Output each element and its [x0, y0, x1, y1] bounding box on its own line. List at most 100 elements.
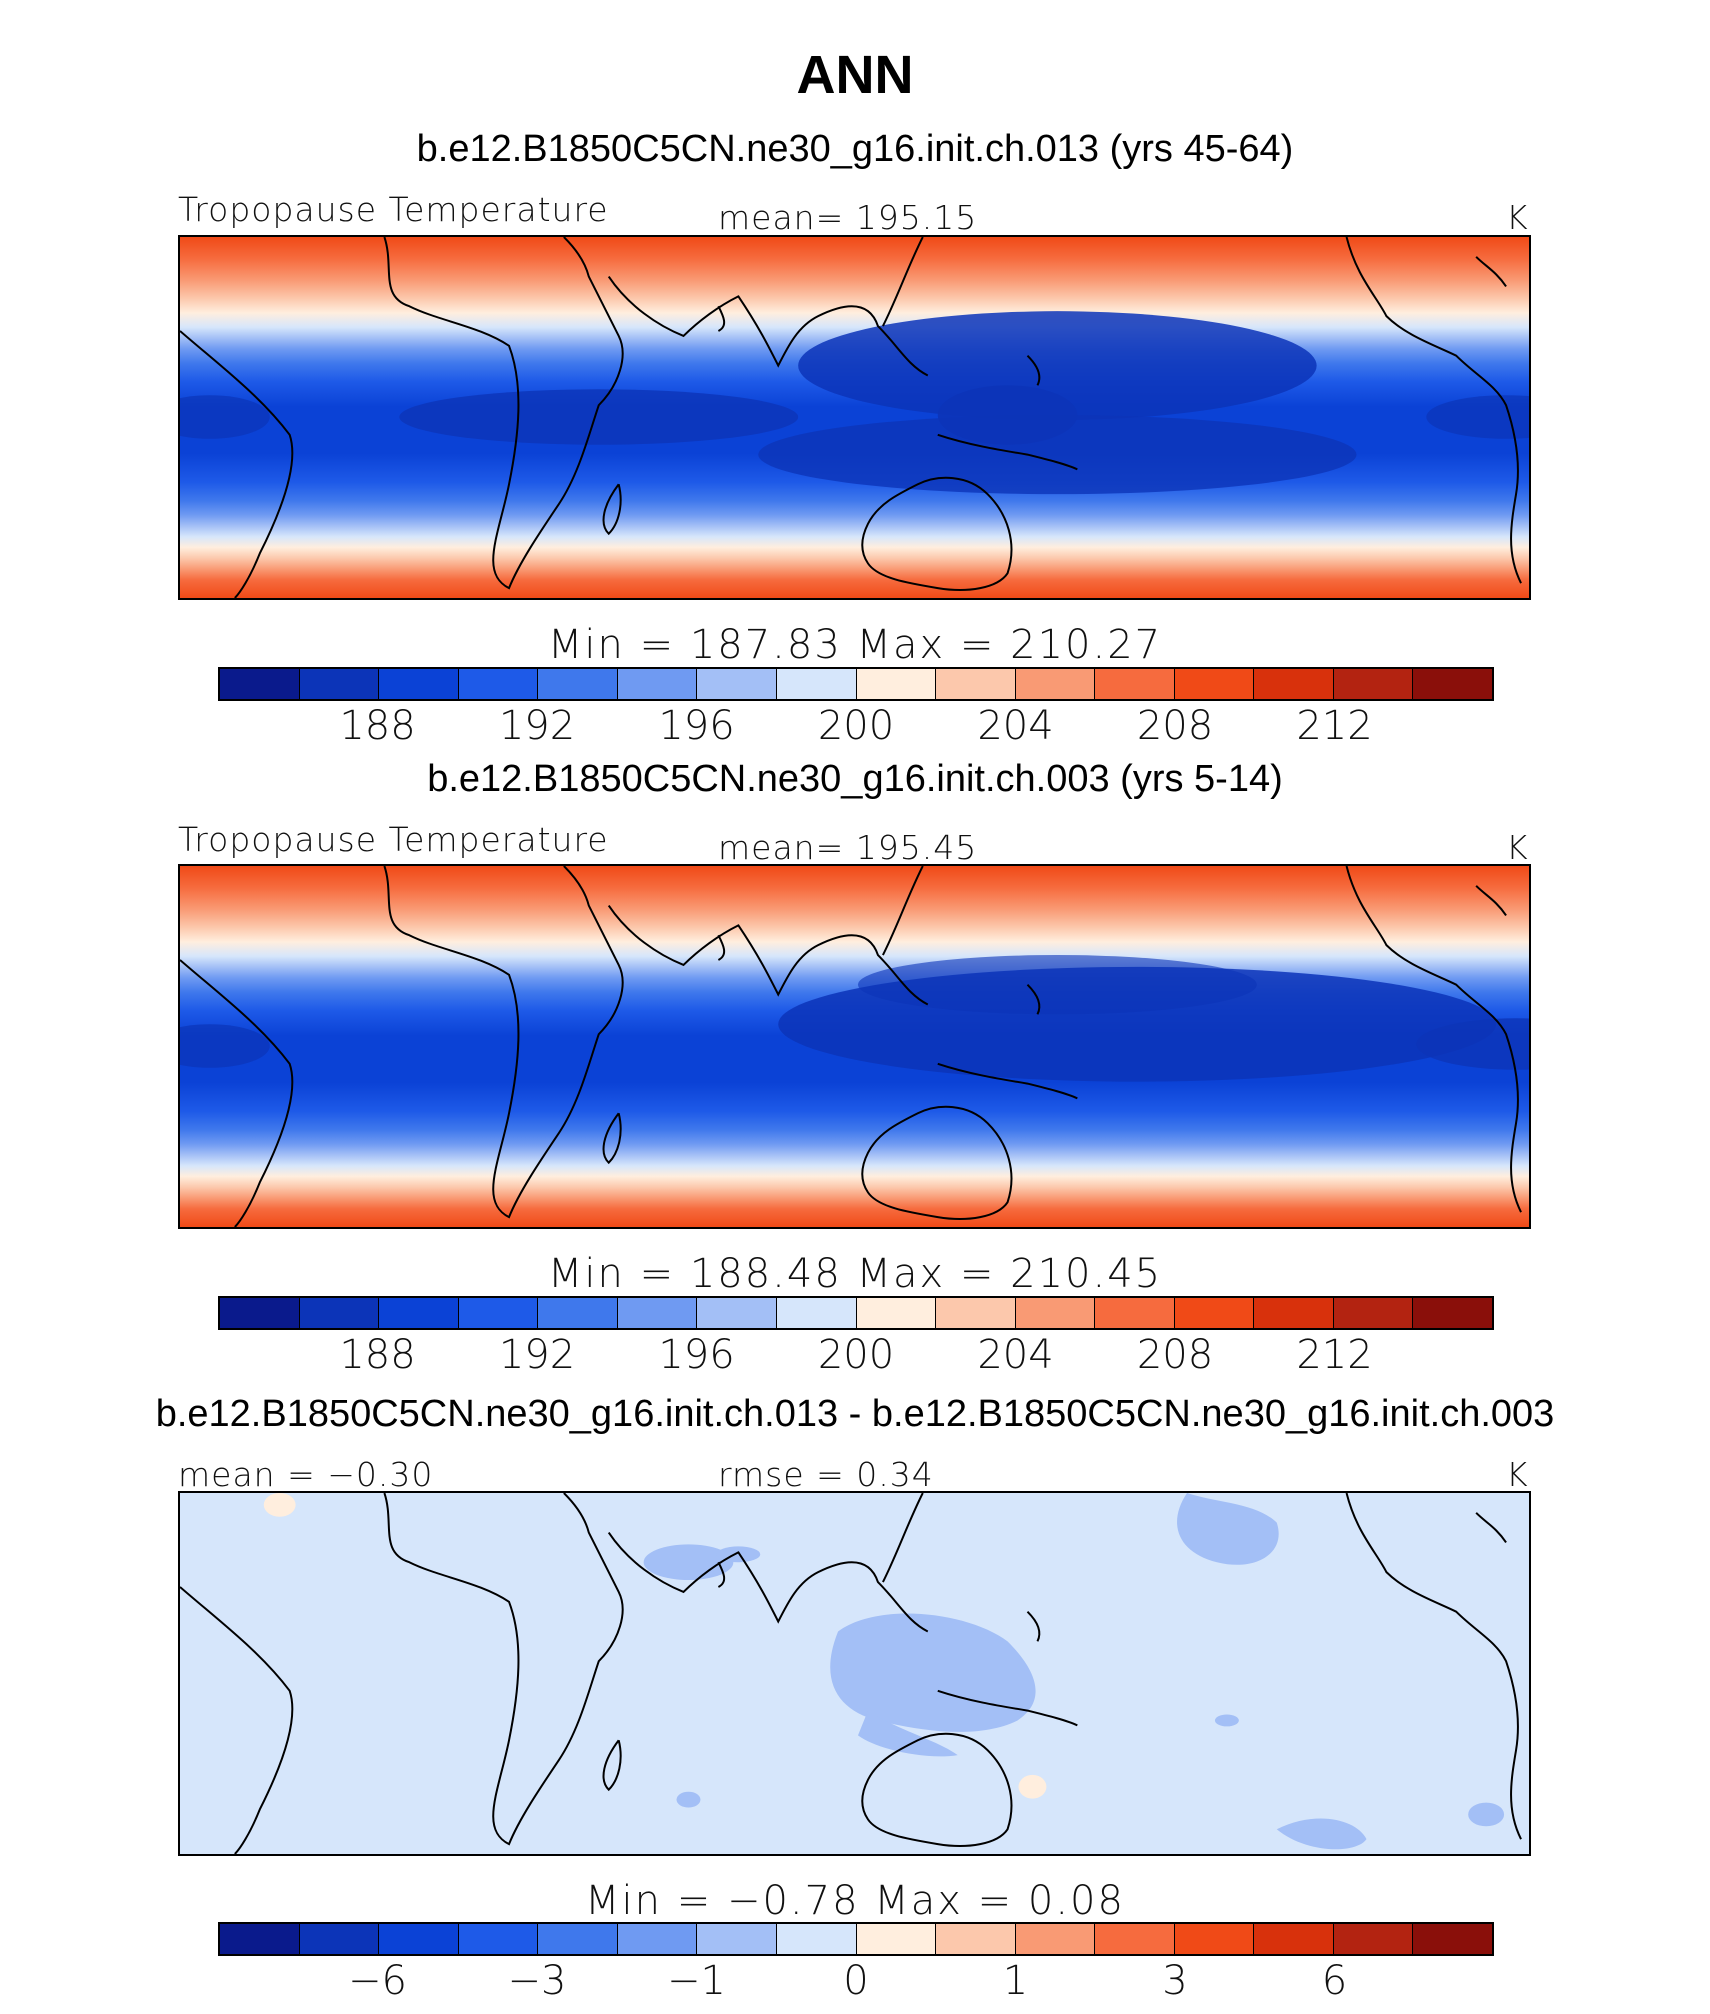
colorbar-swatch	[856, 669, 937, 699]
colorbar-swatch	[697, 1924, 777, 1954]
panel-2-variable-label: Tropopause Temperature	[178, 820, 609, 859]
colorbar-tick-label: 212	[1296, 1332, 1373, 1378]
colorbar-swatch	[1015, 1924, 1096, 1954]
colorbar-tick-label: 196	[658, 1332, 735, 1378]
figure-title: ANN	[796, 45, 914, 105]
colorbar-tick-label: 188	[339, 1332, 416, 1378]
colorbar-swatch	[379, 1924, 459, 1954]
colorbar-swatch	[379, 1298, 459, 1328]
panel-2-colorbar	[218, 1296, 1494, 1330]
colorbar-swatch	[1413, 1298, 1492, 1328]
colorbar-swatch	[1254, 1924, 1334, 1954]
panel-1-colorbar-ticks: 188 192 196 200 204 208 212	[0, 703, 1710, 751]
colorbar-swatch	[220, 1298, 300, 1328]
colorbar-swatch	[697, 1298, 777, 1328]
colorbar-tick-label: 188	[339, 703, 416, 749]
panel-2-minmax: Min = 188.48 Max = 210.45	[547, 1251, 1163, 1297]
colorbar-swatch	[1174, 1298, 1255, 1328]
colorbar-tick-label: 192	[498, 703, 576, 749]
colorbar-swatch	[220, 1924, 300, 1954]
panel-3-mean-label: mean = −0.30	[178, 1455, 434, 1494]
colorbar-swatch	[1174, 669, 1255, 699]
colorbar-swatch	[379, 669, 459, 699]
colorbar-swatch	[538, 1298, 618, 1328]
colorbar-swatch	[1095, 669, 1175, 699]
colorbar-swatch	[538, 669, 618, 699]
panel-2-mean-label: mean= 195.45	[718, 828, 978, 867]
colorbar-tick-label: 0	[843, 1958, 869, 2004]
colorbar-swatch	[1254, 669, 1334, 699]
colorbar-swatch	[1015, 1298, 1096, 1328]
colorbar-tick-label: 1	[1002, 1958, 1029, 2004]
colorbar-tick-label: −1	[667, 1958, 726, 2004]
colorbar-swatch	[299, 1924, 380, 1954]
colorbar-swatch	[1015, 669, 1096, 699]
colorbar-tick-label: 208	[1136, 1332, 1214, 1378]
colorbar-swatch	[617, 1298, 698, 1328]
colorbar-swatch	[1095, 1298, 1175, 1328]
colorbar-swatch	[936, 1924, 1016, 1954]
colorbar-swatch	[220, 669, 300, 699]
panel-3-colorbar	[218, 1922, 1494, 1956]
colorbar-swatch	[538, 1924, 618, 1954]
panel-1-minmax: Min = 187.83 Max = 210.27	[547, 622, 1163, 668]
colorbar-swatch	[776, 669, 857, 699]
colorbar-swatch	[458, 1924, 539, 1954]
panel-1-case-title: b.e12.B1850C5CN.ne30_g16.init.ch.013 (yr…	[416, 128, 1294, 170]
colorbar-tick-label: 208	[1136, 703, 1214, 749]
panel-1-colorbar	[218, 667, 1494, 701]
colorbar-tick-label: 6	[1321, 1958, 1348, 2004]
panel-3-minmax: Min = −0.78 Max = 0.08	[585, 1878, 1125, 1924]
colorbar-swatch	[1413, 1924, 1492, 1954]
colorbar-tick-label: 204	[977, 1332, 1054, 1378]
colorbar-swatch	[458, 1298, 539, 1328]
panel-3-colorbar-ticks: −6 −3 −1 0 1 3 6	[0, 1958, 1710, 2006]
colorbar-swatch	[936, 1298, 1016, 1328]
colorbar-swatch	[697, 669, 777, 699]
colorbar-swatch	[1174, 1924, 1255, 1954]
colorbar-tick-label: −6	[348, 1958, 407, 2004]
colorbar-swatch	[1333, 1298, 1414, 1328]
colorbar-tick-label: −3	[507, 1958, 567, 2004]
colorbar-swatch	[936, 669, 1016, 699]
colorbar-tick-label: 204	[977, 703, 1054, 749]
panel-1-coastlines	[180, 237, 1522, 598]
colorbar-swatch	[856, 1298, 937, 1328]
panel-1-map-plot	[180, 237, 1529, 598]
colorbar-tick-label: 200	[817, 1332, 895, 1378]
panel-2-units-label: K	[1506, 828, 1529, 867]
panel-3-coastlines	[180, 1493, 1522, 1854]
colorbar-swatch	[299, 1298, 380, 1328]
colorbar-tick-label: 196	[658, 703, 735, 749]
colorbar-swatch	[617, 1924, 698, 1954]
panel-2-map-plot	[180, 866, 1529, 1227]
colorbar-tick-label: 212	[1296, 703, 1373, 749]
panel-2-colorbar-ticks: 188 192 196 200 204 208 212	[0, 1332, 1710, 1380]
panel-3-case-title: b.e12.B1850C5CN.ne30_g16.init.ch.013 - b…	[155, 1393, 1555, 1435]
colorbar-swatch	[458, 669, 539, 699]
panel-1-units-label: K	[1506, 198, 1529, 237]
colorbar-swatch	[776, 1924, 857, 1954]
panel-1-variable-label: Tropopause Temperature	[178, 190, 609, 229]
panel-3-map-plot	[180, 1493, 1529, 1854]
colorbar-tick-label: 200	[817, 703, 895, 749]
colorbar-swatch	[776, 1298, 857, 1328]
panel-3-rmse-label: rmse = 0.34	[718, 1455, 934, 1494]
colorbar-swatch	[856, 1924, 937, 1954]
panel-3-units-label: K	[1506, 1455, 1529, 1494]
panel-2-map	[178, 864, 1531, 1229]
colorbar-swatch	[617, 669, 698, 699]
colorbar-swatch	[1095, 1924, 1175, 1954]
panel-1-map	[178, 235, 1531, 600]
panel-2-case-title: b.e12.B1850C5CN.ne30_g16.init.ch.003 (yr…	[427, 758, 1283, 800]
colorbar-swatch	[1333, 1924, 1414, 1954]
colorbar-swatch	[1333, 669, 1414, 699]
colorbar-tick-label: 3	[1162, 1958, 1188, 2004]
colorbar-tick-label: 192	[498, 1332, 576, 1378]
panel-2-coastlines	[180, 866, 1522, 1227]
colorbar-swatch	[1413, 669, 1492, 699]
colorbar-swatch	[1254, 1298, 1334, 1328]
panel-3-map	[178, 1491, 1531, 1856]
colorbar-swatch	[299, 669, 380, 699]
